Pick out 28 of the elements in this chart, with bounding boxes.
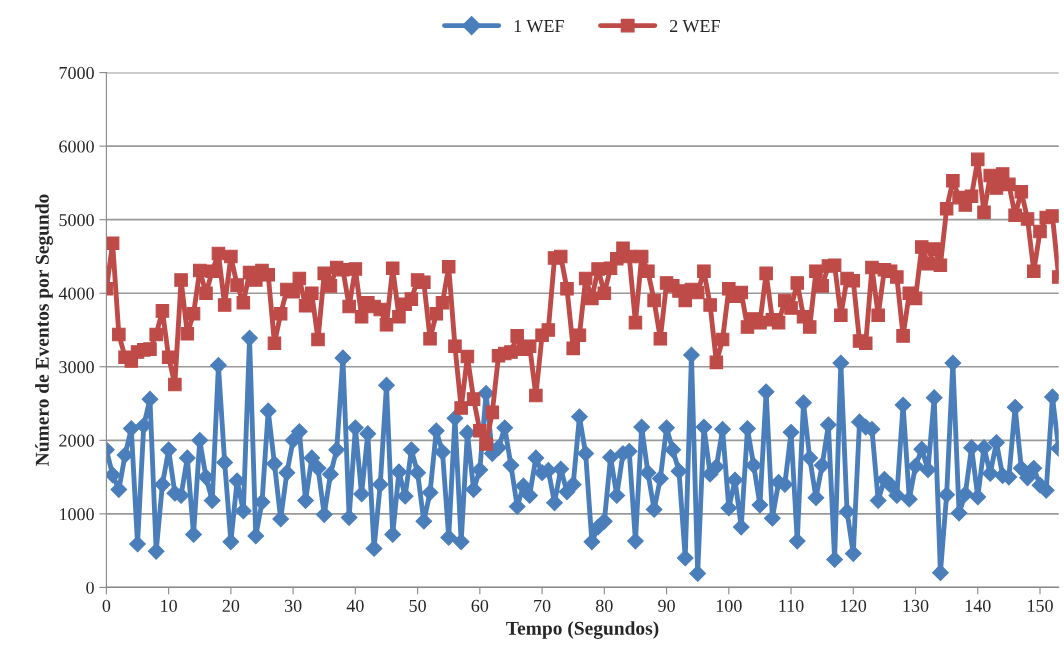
x-tick-label: 60 xyxy=(471,599,489,612)
x-tick-label: 120 xyxy=(841,599,867,612)
x-tick-label: 140 xyxy=(965,599,991,612)
x-tick-label: 70 xyxy=(534,599,551,612)
x-tick-label: 20 xyxy=(222,599,240,612)
y-tick-label: 0 xyxy=(86,581,94,594)
y-tick-label: 3000 xyxy=(59,361,94,374)
y-tick-label: 4000 xyxy=(58,287,94,300)
y-tick-label: 7000 xyxy=(59,66,94,80)
x-tick-label: 30 xyxy=(284,599,302,612)
legend-label: 2 WEF xyxy=(670,19,720,33)
x-tick-label: 130 xyxy=(903,599,929,612)
x-tick-label: 100 xyxy=(716,599,742,612)
x-tick-label: 90 xyxy=(658,599,675,612)
x-tick-label: 80 xyxy=(595,599,613,612)
x-tick-label: 10 xyxy=(161,599,177,612)
x-tick-label: 50 xyxy=(409,599,426,612)
y-tick-label: 2000 xyxy=(59,434,94,447)
y-tick-label: 5000 xyxy=(59,213,94,227)
y-axis-title: Número de Eventos por Segundo xyxy=(35,194,53,466)
y-tick-label: 1000 xyxy=(60,508,94,521)
y-tick-label: 6000 xyxy=(59,140,94,153)
x-tick-label: 0 xyxy=(102,599,111,612)
x-tick-label: 40 xyxy=(346,599,364,612)
legend-label: 1 WEF xyxy=(514,19,564,33)
x-tick-label: 150 xyxy=(1028,599,1053,612)
x-axis-title: Tempo (Segundos) xyxy=(506,621,659,639)
x-tick-label: 110 xyxy=(779,599,804,612)
